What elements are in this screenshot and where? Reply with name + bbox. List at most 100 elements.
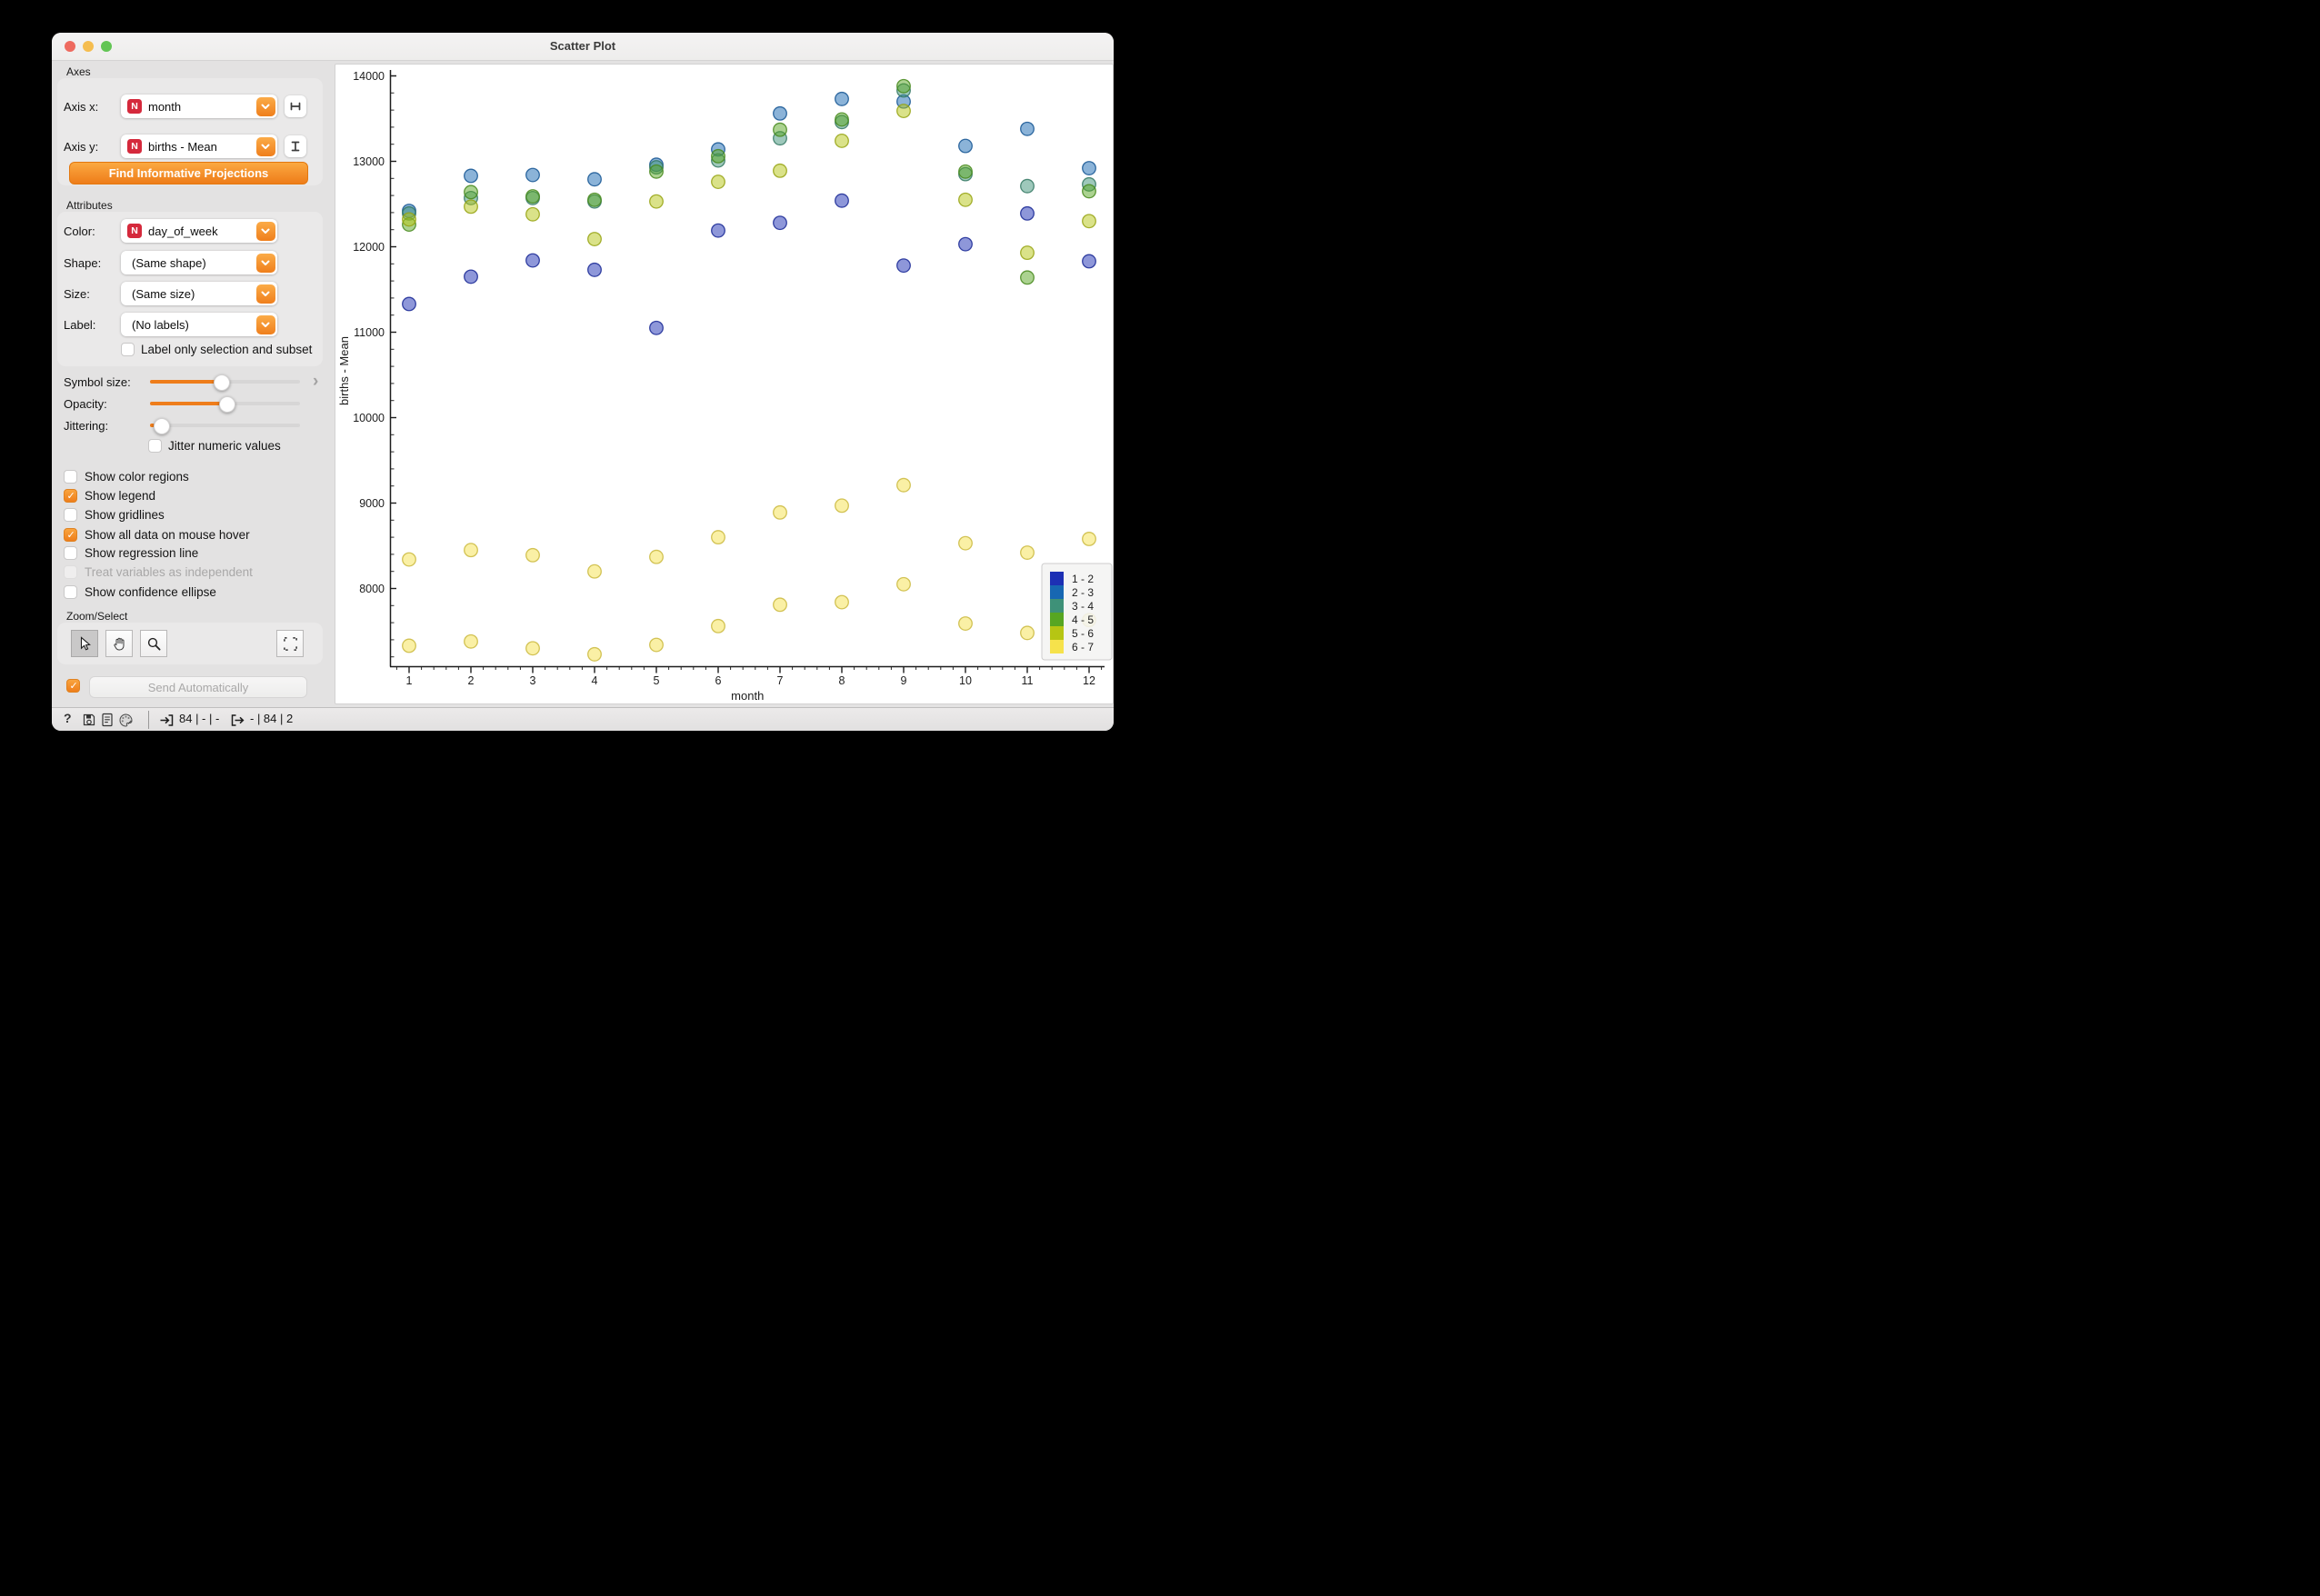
data-point[interactable] bbox=[587, 262, 602, 277]
data-point[interactable] bbox=[402, 638, 416, 653]
data-point[interactable] bbox=[1082, 214, 1096, 229]
option-checkbox-1[interactable] bbox=[64, 489, 77, 503]
fit-to-view-button[interactable] bbox=[276, 630, 304, 657]
scatter-plot-canvas[interactable]: 8000 9000 10000 11000 12000 13000 14000 1 2 3 4 5 6 7… bbox=[335, 64, 1114, 704]
symbol-size-slider[interactable] bbox=[150, 374, 300, 391]
chevron-down-icon[interactable] bbox=[255, 96, 275, 116]
chevron-down-icon[interactable] bbox=[255, 314, 275, 334]
data-point[interactable] bbox=[958, 192, 973, 207]
data-point[interactable] bbox=[525, 206, 540, 222]
data-point[interactable] bbox=[1082, 184, 1096, 199]
option-checkbox-4[interactable] bbox=[64, 546, 77, 560]
zoom-button[interactable] bbox=[101, 41, 112, 52]
data-point[interactable] bbox=[464, 199, 478, 214]
send-automatically-button[interactable]: Send Automatically bbox=[89, 676, 307, 698]
data-point[interactable] bbox=[835, 594, 849, 610]
chevron-down-icon[interactable] bbox=[255, 221, 275, 241]
data-point[interactable] bbox=[896, 258, 911, 274]
data-point[interactable] bbox=[587, 192, 602, 207]
data-point[interactable] bbox=[835, 91, 849, 106]
data-point[interactable] bbox=[773, 504, 787, 520]
visual-settings-palette-icon[interactable] bbox=[118, 713, 134, 731]
data-point[interactable] bbox=[1020, 625, 1035, 641]
axis-y-combobox[interactable]: N births - Mean bbox=[121, 135, 277, 158]
data-point[interactable] bbox=[711, 530, 725, 545]
data-point[interactable] bbox=[1020, 545, 1035, 560]
data-point[interactable] bbox=[402, 296, 416, 312]
data-point[interactable] bbox=[835, 133, 849, 148]
data-point[interactable] bbox=[1020, 245, 1035, 261]
option-checkbox-2[interactable] bbox=[64, 508, 77, 522]
data-point[interactable] bbox=[711, 175, 725, 190]
data-point[interactable] bbox=[525, 253, 540, 268]
data-point[interactable] bbox=[649, 320, 664, 335]
data-point[interactable] bbox=[525, 189, 540, 204]
select-tool-button[interactable] bbox=[71, 630, 98, 657]
data-point[interactable] bbox=[464, 185, 478, 200]
data-point[interactable] bbox=[773, 105, 787, 121]
data-point[interactable] bbox=[773, 163, 787, 178]
pan-tool-button[interactable] bbox=[105, 630, 133, 657]
opacity-slider[interactable] bbox=[150, 396, 300, 413]
data-point[interactable] bbox=[525, 641, 540, 656]
data-point[interactable] bbox=[402, 552, 416, 567]
jitter-numeric-checkbox[interactable] bbox=[148, 439, 162, 453]
data-point[interactable] bbox=[649, 637, 664, 653]
data-point[interactable] bbox=[896, 78, 911, 94]
data-point[interactable] bbox=[773, 597, 787, 613]
chevron-down-icon[interactable] bbox=[255, 284, 275, 304]
data-point[interactable] bbox=[835, 112, 849, 127]
save-icon[interactable] bbox=[82, 713, 96, 731]
data-point[interactable] bbox=[649, 194, 664, 209]
data-point[interactable] bbox=[649, 549, 664, 564]
data-point[interactable] bbox=[835, 498, 849, 514]
data-point[interactable] bbox=[773, 122, 787, 137]
data-point[interactable] bbox=[896, 104, 911, 118]
title-bar[interactable]: Scatter Plot bbox=[52, 33, 1114, 61]
data-point[interactable] bbox=[1020, 178, 1035, 194]
data-point[interactable] bbox=[525, 547, 540, 563]
data-point[interactable] bbox=[1082, 254, 1096, 269]
data-point[interactable] bbox=[896, 576, 911, 592]
option-checkbox-6[interactable] bbox=[64, 585, 77, 599]
data-point[interactable] bbox=[464, 633, 478, 649]
slider-thumb[interactable] bbox=[154, 418, 171, 434]
option-checkbox-0[interactable] bbox=[64, 470, 77, 484]
data-point[interactable] bbox=[711, 618, 725, 633]
slider-thumb[interactable] bbox=[214, 374, 231, 391]
data-point[interactable] bbox=[464, 168, 478, 184]
size-combobox[interactable]: (Same size) bbox=[121, 282, 277, 305]
shape-combobox[interactable]: (Same shape) bbox=[121, 251, 277, 274]
data-point[interactable] bbox=[587, 564, 602, 579]
data-point[interactable] bbox=[587, 232, 602, 246]
axis-x-combobox[interactable]: N month bbox=[121, 95, 277, 118]
data-point[interactable] bbox=[896, 477, 911, 493]
label-combobox[interactable]: (No labels) bbox=[121, 313, 277, 336]
report-icon[interactable] bbox=[100, 713, 115, 731]
option-checkbox-3[interactable] bbox=[64, 528, 77, 542]
data-point[interactable] bbox=[1020, 121, 1035, 136]
data-point[interactable] bbox=[402, 212, 416, 227]
data-point[interactable] bbox=[464, 543, 478, 558]
horizontal-resize-button[interactable] bbox=[285, 95, 306, 117]
chevron-down-icon[interactable] bbox=[255, 253, 275, 273]
data-point[interactable] bbox=[711, 223, 725, 238]
data-point[interactable] bbox=[958, 164, 973, 179]
data-point[interactable] bbox=[711, 148, 725, 164]
data-point[interactable] bbox=[587, 172, 602, 187]
data-point[interactable] bbox=[1020, 205, 1035, 221]
label-only-selection-checkbox[interactable] bbox=[121, 343, 135, 356]
data-point[interactable] bbox=[773, 215, 787, 231]
data-point[interactable] bbox=[587, 646, 602, 662]
vertical-resize-button[interactable] bbox=[285, 135, 306, 157]
data-point[interactable] bbox=[958, 616, 973, 631]
slider-thumb[interactable] bbox=[218, 396, 235, 413]
data-point[interactable] bbox=[1082, 161, 1096, 175]
data-point[interactable] bbox=[958, 535, 973, 551]
data-point[interactable] bbox=[464, 269, 478, 284]
chevron-down-icon[interactable] bbox=[255, 136, 275, 156]
data-point[interactable] bbox=[958, 138, 973, 154]
send-automatically-checkbox[interactable] bbox=[66, 679, 80, 693]
color-combobox[interactable]: N day_of_week bbox=[121, 219, 277, 243]
